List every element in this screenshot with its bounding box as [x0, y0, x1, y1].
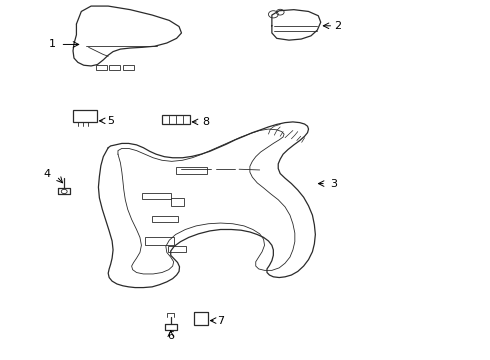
Bar [145, 237, 174, 245]
Text: 8: 8 [202, 117, 209, 127]
Text: 4: 4 [44, 168, 50, 179]
Text: 6: 6 [167, 331, 174, 341]
Bar [109, 65, 120, 69]
Bar [143, 193, 171, 199]
Bar [162, 115, 190, 124]
Bar [168, 246, 186, 252]
Text: 3: 3 [330, 179, 338, 189]
Bar [175, 167, 207, 174]
Bar [123, 65, 134, 69]
Text: 1: 1 [49, 40, 55, 49]
Bar [152, 216, 177, 222]
Bar [171, 198, 184, 206]
Bar [73, 110, 98, 122]
Text: 5: 5 [107, 116, 114, 126]
Bar [194, 312, 208, 325]
Text: 2: 2 [334, 21, 342, 31]
Text: 7: 7 [217, 316, 224, 325]
Bar [96, 65, 107, 69]
